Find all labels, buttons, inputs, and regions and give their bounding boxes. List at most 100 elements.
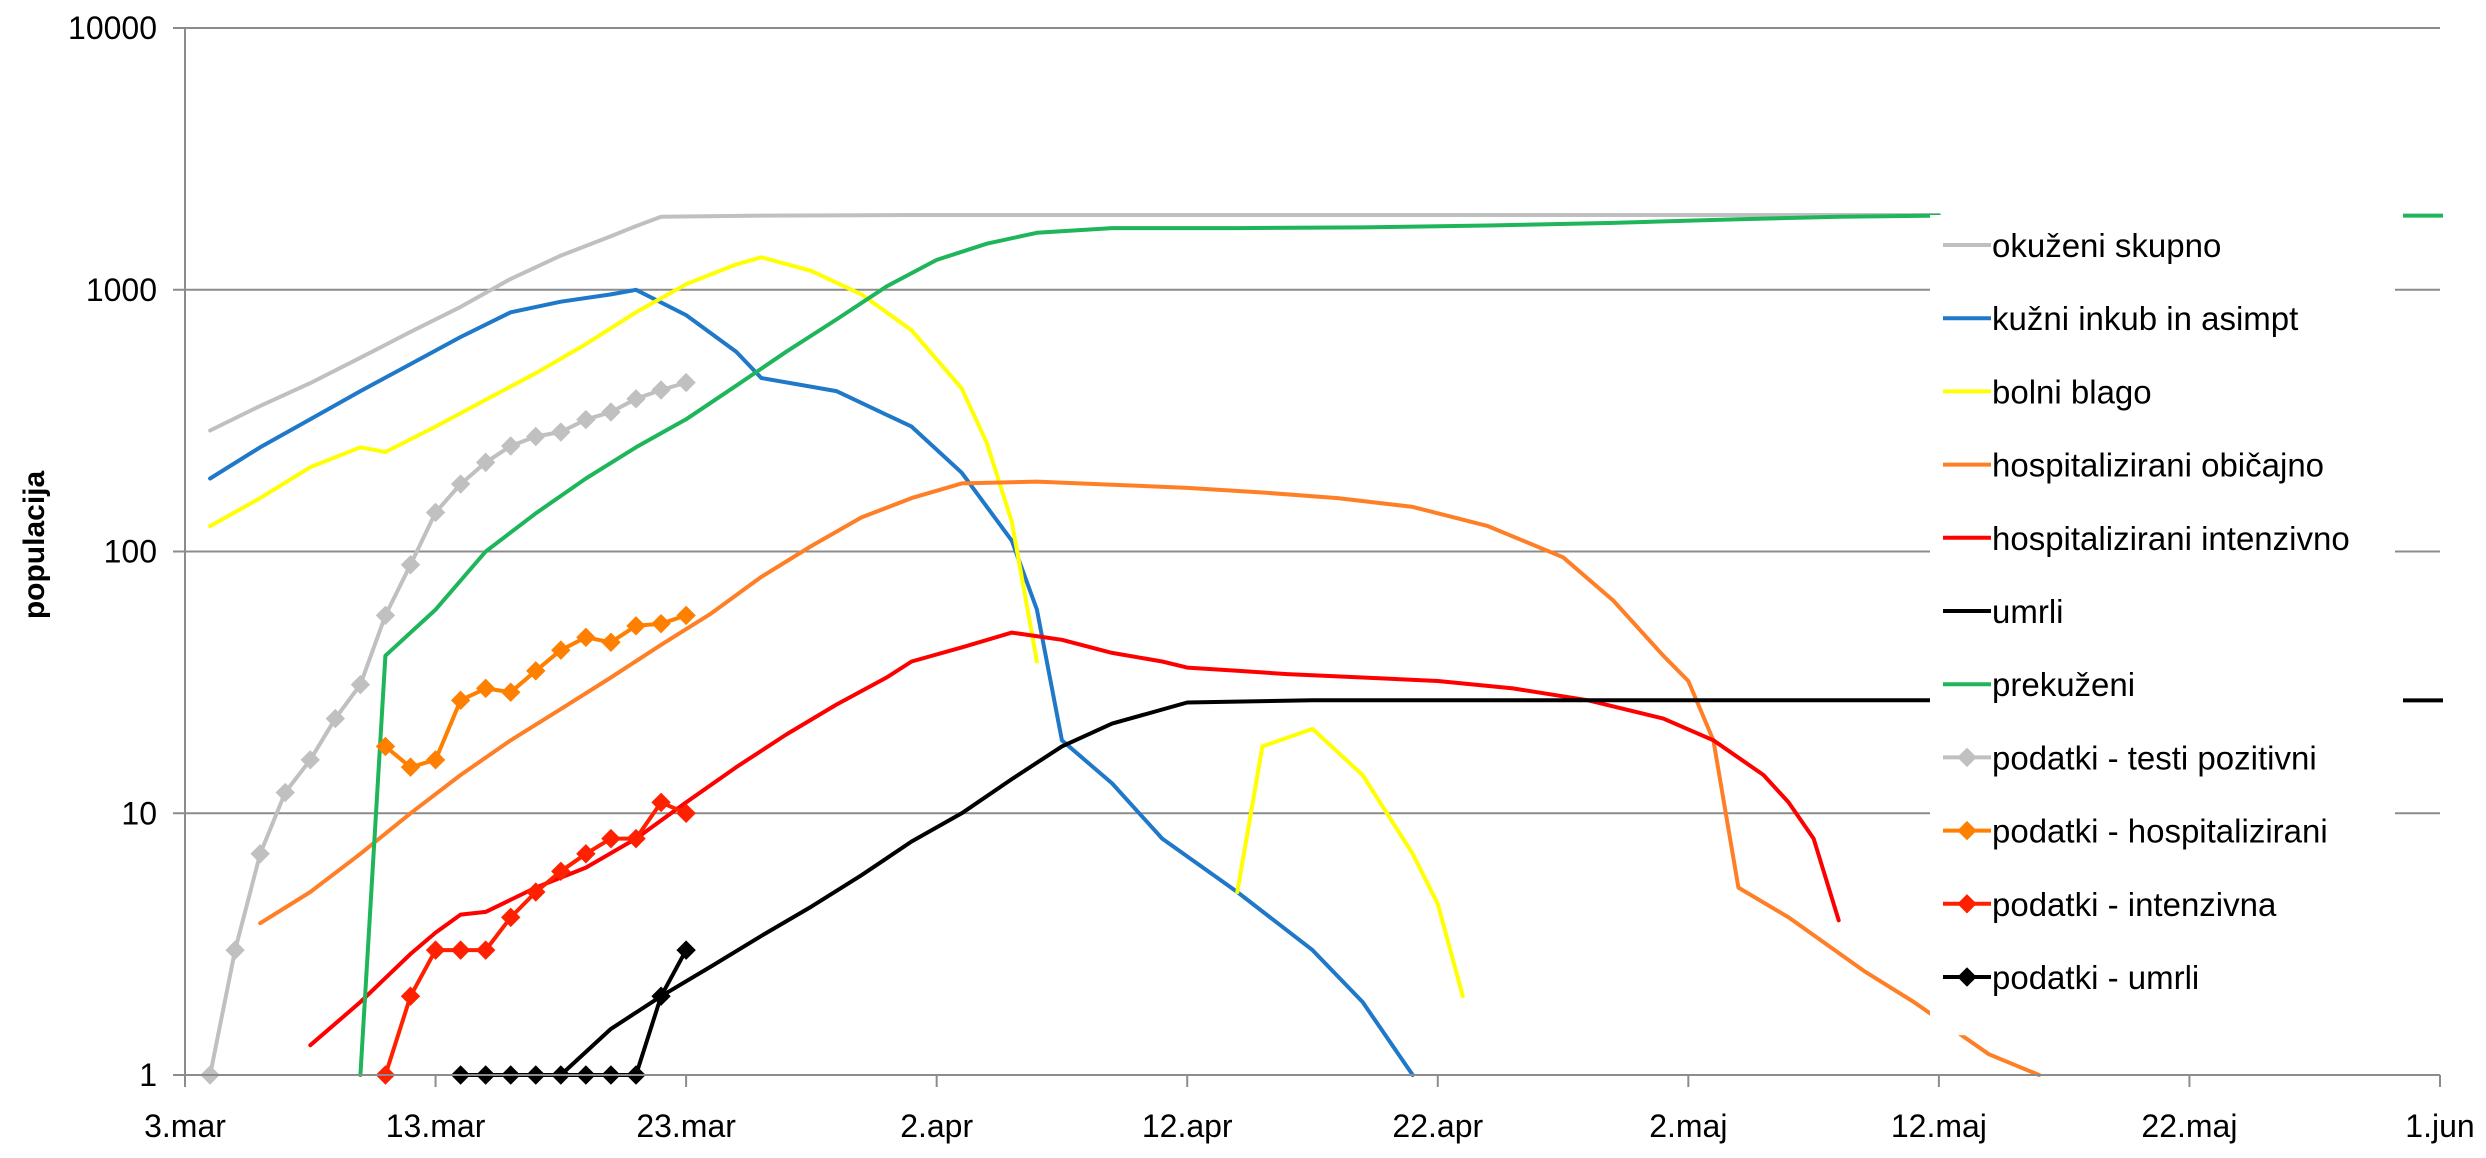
data-point — [400, 757, 421, 777]
y-tick-label: 1 — [139, 1057, 157, 1093]
legend-item: prekuženi — [1943, 666, 2135, 703]
data-point — [400, 986, 421, 1006]
data-point — [475, 678, 496, 699]
data-point — [501, 907, 521, 928]
data-point — [425, 940, 446, 960]
data-point — [601, 828, 621, 849]
series-path — [208, 255, 1039, 664]
legend-label: okuženi skupno — [1992, 227, 2221, 264]
series-path — [308, 630, 1841, 1048]
data-point — [651, 613, 671, 634]
data-point — [576, 627, 596, 648]
legend-item: okuženi skupno — [1943, 227, 2221, 264]
data-point — [475, 452, 496, 473]
data-point — [626, 389, 646, 409]
data-point — [425, 750, 446, 770]
series-line — [375, 792, 696, 1085]
x-tick-label: 23.mar — [636, 1108, 736, 1144]
legend: okuženi skupno kužni inkub in asimpt bolni… — [1930, 215, 2395, 1036]
x-tick-label: 12.maj — [1891, 1108, 1987, 1144]
data-point — [450, 940, 471, 960]
data-point — [275, 782, 295, 803]
legend-label: prekuženi — [1992, 666, 2135, 703]
legend-item: podatki - umrli — [1943, 959, 2199, 996]
legend-item: umrli — [1943, 593, 2064, 630]
data-point — [501, 436, 521, 456]
data-point — [350, 674, 371, 695]
x-tick-label: 2.maj — [1649, 1108, 1727, 1144]
x-tick-label: 3.mar — [144, 1108, 226, 1144]
series-path — [258, 479, 2042, 1077]
data-point — [551, 640, 571, 660]
data-point — [576, 844, 596, 864]
data-point — [450, 474, 471, 494]
data-point — [551, 861, 571, 882]
series-line — [208, 213, 1941, 433]
x-tick-label: 22.apr — [1392, 1108, 1483, 1144]
series-line — [208, 255, 1465, 999]
series-path — [558, 698, 1941, 1077]
data-point — [475, 940, 496, 960]
data-point — [450, 690, 471, 711]
legend-item: podatki - testi pozitivni — [1943, 739, 2317, 776]
data-point — [526, 661, 546, 681]
series-path — [208, 213, 1941, 433]
series-line — [200, 372, 696, 1085]
data-point — [1957, 747, 1977, 768]
data-point — [526, 882, 546, 902]
legend-label: hospitalizirani intenzivno — [1992, 520, 2350, 557]
x-tick-label: 1.jun — [2405, 1108, 2474, 1144]
data-point — [576, 409, 596, 430]
data-point — [651, 792, 671, 813]
data-point — [375, 736, 396, 757]
legend-label: bolni blago — [1992, 373, 2152, 410]
series-path — [458, 948, 689, 1077]
legend-label: kužni inkub in asimpt — [1992, 300, 2298, 337]
legend-label: podatki - testi pozitivni — [1992, 739, 2317, 776]
y-tick-label: 10 — [121, 795, 157, 831]
data-point — [400, 555, 421, 575]
data-point — [676, 605, 696, 626]
gridlines — [185, 27, 2440, 815]
data-point — [676, 372, 696, 393]
legend-label: podatki - intenzivna — [1992, 886, 2277, 923]
legend-item: podatki - intenzivna — [1943, 886, 2277, 923]
series-line — [258, 479, 2042, 1077]
legend-label: podatki - hospitalizirani — [1992, 813, 2328, 850]
data-point — [325, 708, 346, 729]
data-point — [626, 616, 646, 636]
series-continuation — [2403, 213, 2443, 703]
x-tick-label: 13.mar — [386, 1108, 486, 1144]
legend-background — [1930, 215, 2395, 1036]
legend-item: kužni inkub in asimpt — [1943, 300, 2298, 337]
legend-label: hospitalizirani običajno — [1992, 447, 2324, 484]
series-path — [383, 613, 689, 770]
data-point — [601, 632, 621, 652]
series-line — [208, 287, 1415, 1077]
series-line — [308, 630, 1841, 1048]
series-path — [1235, 726, 1465, 999]
y-tick-label: 100 — [104, 534, 157, 570]
data-point — [300, 750, 320, 770]
series-line — [375, 605, 696, 777]
x-tick-label: 12.apr — [1142, 1108, 1233, 1144]
series-line — [558, 698, 1941, 1077]
data-point — [1957, 894, 1977, 914]
x-tick-label: 2.apr — [900, 1108, 973, 1144]
legend-item: hospitalizirani običajno — [1943, 447, 2324, 484]
data-point — [551, 422, 571, 442]
data-point — [676, 803, 696, 823]
axes: 1 10 100 1000 10000 3.mar 13.mar 23.mar 2.apr 12.… — [68, 10, 2475, 1144]
data-point — [1957, 967, 1977, 987]
x-tick-label: 22.maj — [2141, 1108, 2237, 1144]
y-axis-title: populacija — [18, 471, 51, 620]
legend-label: umrli — [1992, 593, 2064, 630]
data-point — [601, 402, 621, 422]
legend-item: bolni blago — [1943, 373, 2152, 410]
legend-label: podatki - umrli — [1992, 959, 2199, 996]
data-point — [1957, 820, 1977, 841]
data-point — [250, 844, 270, 864]
legend-item: podatki - hospitalizirani — [1943, 813, 2328, 850]
